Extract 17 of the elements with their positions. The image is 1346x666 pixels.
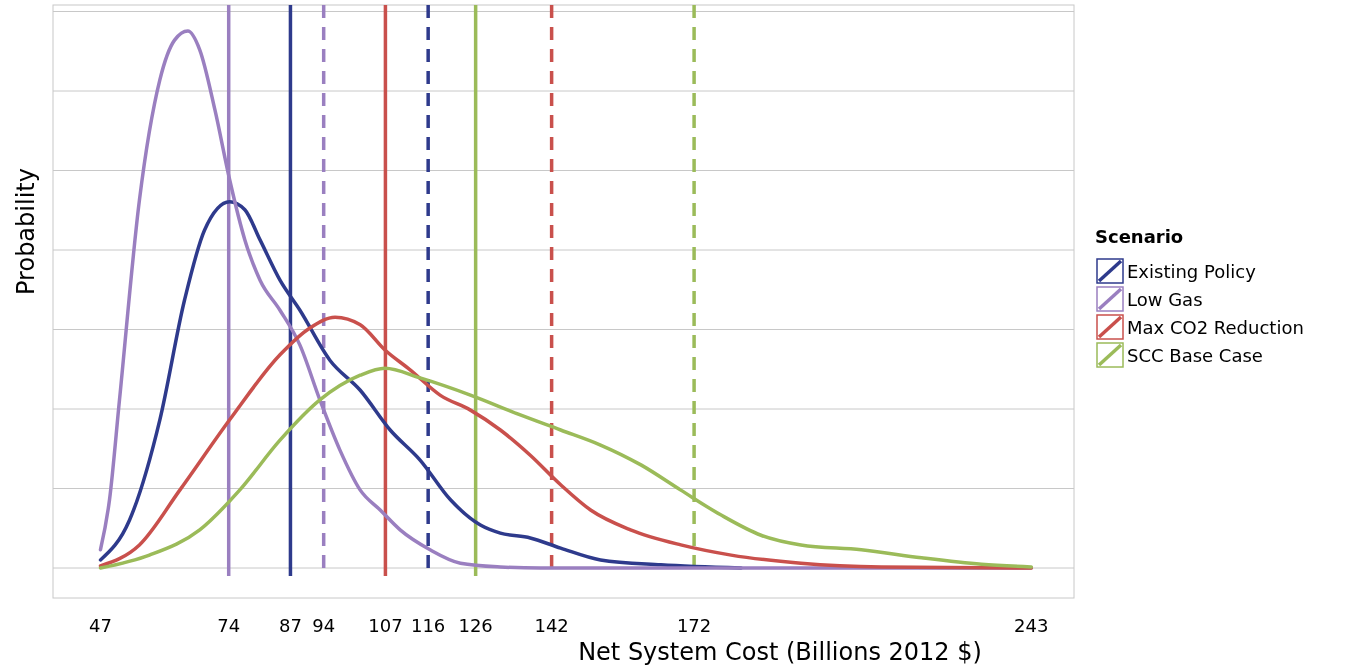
- legend-label: SCC Base Case: [1127, 345, 1263, 366]
- x-tick-label: 87: [278, 615, 302, 636]
- x-axis-title: Net System Cost (Billions 2012 $): [578, 638, 982, 666]
- legend-title: Scenario: [1095, 226, 1184, 247]
- legend-label: Max CO2 Reduction: [1127, 317, 1304, 338]
- legend-label: Existing Policy: [1127, 261, 1257, 282]
- x-tick-label: 172: [676, 615, 712, 636]
- x-tick-label: 116: [410, 615, 446, 636]
- x-tick-label: 94: [312, 615, 336, 636]
- x-tick-label: 126: [458, 615, 493, 636]
- x-tick-label: 74: [217, 615, 241, 636]
- x-tick-label: 107: [368, 615, 403, 636]
- y-axis-title: Probability: [12, 168, 40, 295]
- x-tick-label: 47: [89, 615, 112, 636]
- x-tick-label: 142: [534, 615, 569, 636]
- legend-label: Low Gas: [1127, 289, 1203, 310]
- x-tick-label: 243: [1014, 615, 1049, 636]
